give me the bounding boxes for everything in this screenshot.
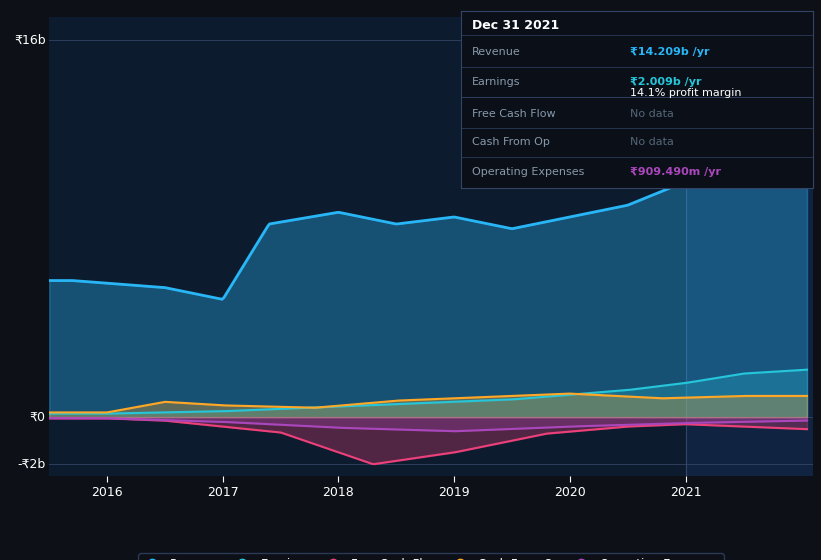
Text: Earnings: Earnings [472, 77, 521, 87]
Text: Dec 31 2021: Dec 31 2021 [472, 19, 559, 32]
Text: Free Cash Flow: Free Cash Flow [472, 109, 556, 119]
Bar [686, 17, 821, 476]
Legend: Revenue, Earnings, Free Cash Flow, Cash From Op, Operating Expenses: Revenue, Earnings, Free Cash Flow, Cash … [139, 553, 723, 560]
Text: No data: No data [630, 137, 674, 147]
Text: Revenue: Revenue [472, 47, 521, 57]
Text: ₹2.009b /yr: ₹2.009b /yr [630, 77, 702, 87]
Text: No data: No data [630, 109, 674, 119]
Text: 14.1% profit margin: 14.1% profit margin [630, 88, 741, 98]
Text: -₹2b: -₹2b [17, 458, 45, 471]
Text: Operating Expenses: Operating Expenses [472, 167, 585, 177]
Text: ₹14.209b /yr: ₹14.209b /yr [630, 47, 709, 57]
Text: ₹0: ₹0 [30, 410, 45, 423]
Text: ₹16b: ₹16b [14, 34, 45, 47]
Text: Cash From Op: Cash From Op [472, 137, 550, 147]
Text: ₹909.490m /yr: ₹909.490m /yr [630, 167, 721, 177]
